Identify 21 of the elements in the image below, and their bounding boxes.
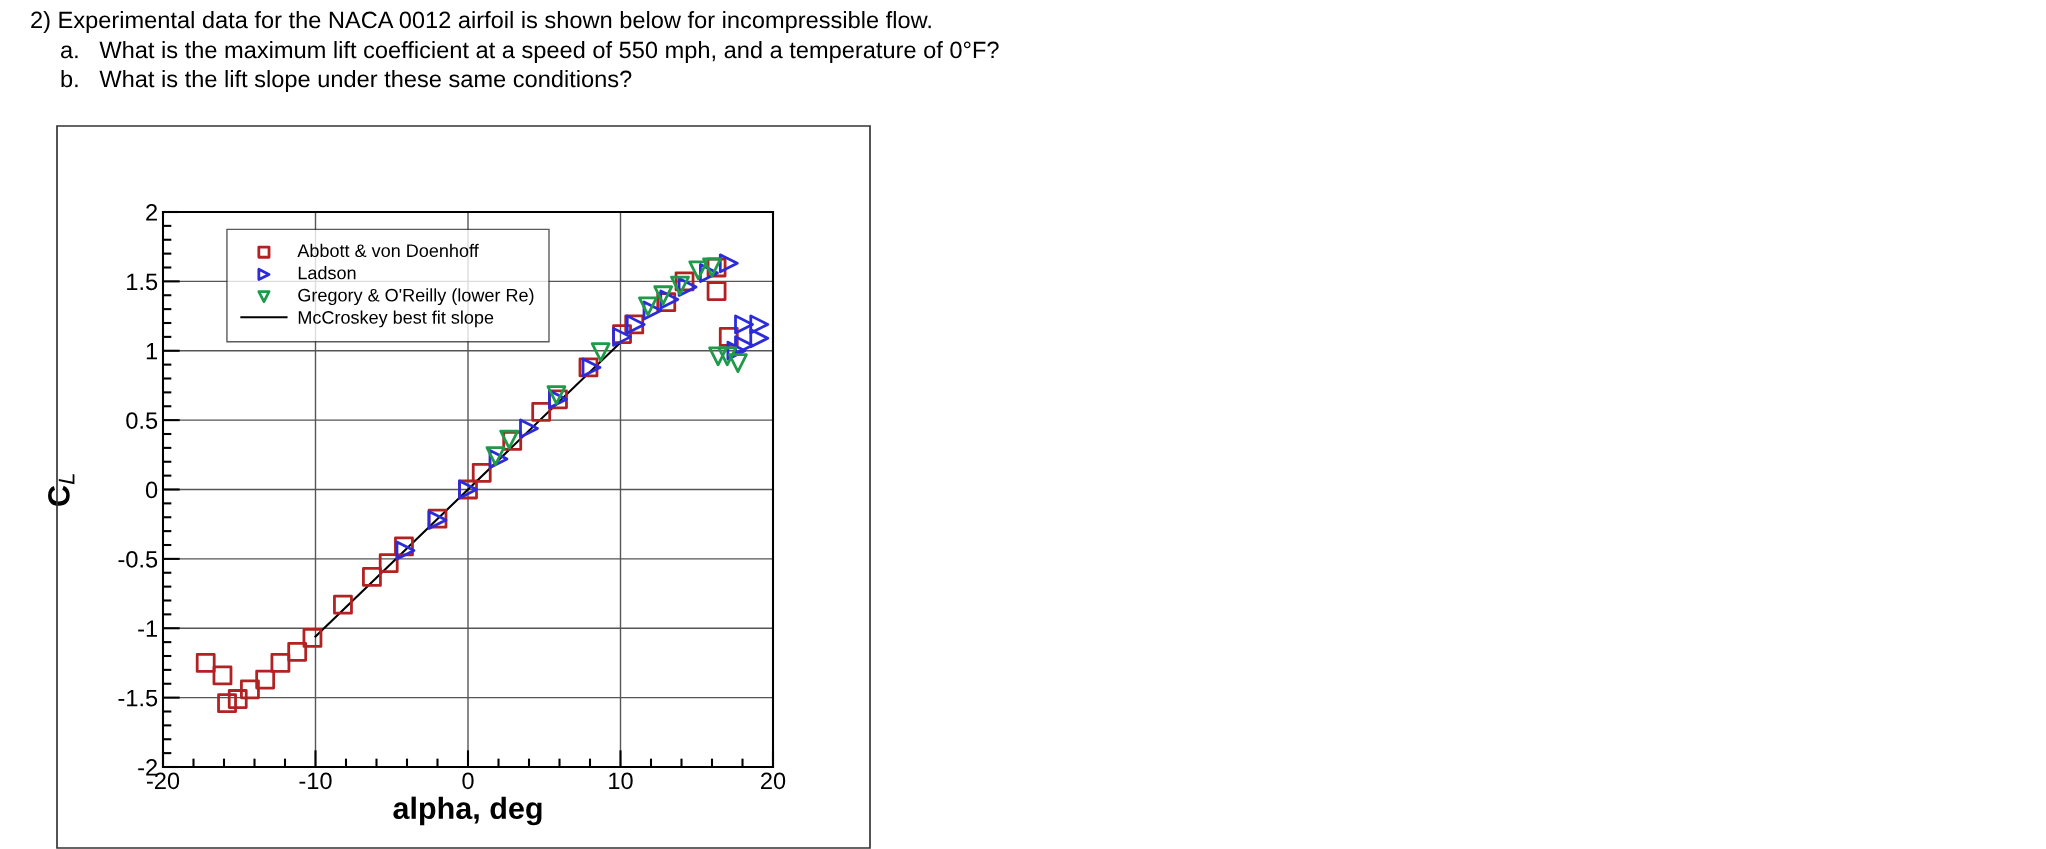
legend-label: Abbott & von Doenhoff (297, 243, 479, 258)
x-axis-title: alpha, deg (393, 796, 542, 826)
y-tick-label: 1 (146, 343, 157, 360)
y-tick-label: 1.5 (127, 273, 158, 291)
x-tick-label: 10 (609, 772, 633, 790)
chart-title: 2) Experimental data for the NACA 0012 airfoil is shown below for incompressible flow. (31, 11, 931, 33)
legend-label: McCroskey best fit slope (298, 310, 494, 328)
legend-label: Gregory & O'Reilly (lower Re) (298, 288, 534, 306)
y-tick-label: -0.5 (118, 550, 158, 568)
x-tick-label: -10 (299, 772, 332, 790)
y-tick-label: 0.5 (126, 412, 158, 429)
y-axis-title: C$_{L}$ (48, 474, 75, 506)
x-tick-label: 20 (761, 772, 786, 790)
y-tick-label: -1 (138, 620, 157, 637)
text: a. What is the maximum lift coefficient at a speed of 550 mph, and a temperature of 0°F? (61, 41, 999, 63)
y-tick-label: -1.5 (118, 689, 158, 707)
text: b. What is the lift slope under these same conditions? (61, 70, 632, 92)
x-tick-label: 0 (462, 772, 474, 790)
y-tick-label: 2 (146, 204, 157, 221)
y-tick-label: 0 (145, 481, 158, 499)
legend-label: Ladson (298, 266, 356, 280)
